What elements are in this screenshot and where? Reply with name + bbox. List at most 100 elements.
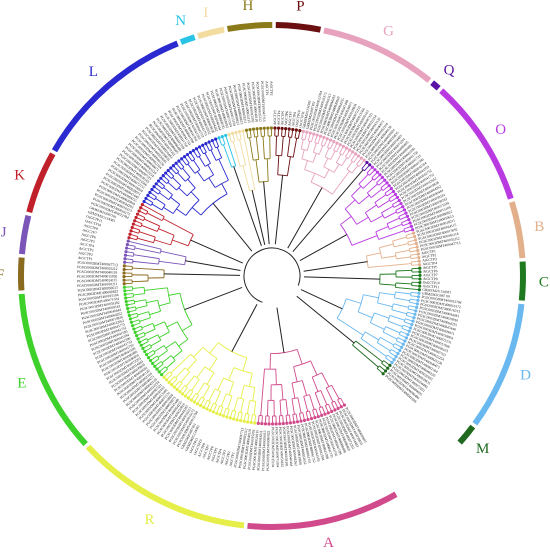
branch	[315, 408, 319, 417]
branch	[159, 192, 170, 201]
branch	[246, 400, 251, 414]
clade-arc-k	[26, 152, 56, 214]
leaf-tip	[201, 143, 205, 147]
leaf-label: AtGCTP5	[210, 447, 218, 462]
branch	[407, 311, 416, 315]
clade-arc-a	[247, 491, 398, 530]
branch	[152, 350, 156, 354]
branch	[404, 229, 413, 233]
branch	[398, 331, 401, 335]
branch	[398, 212, 407, 217]
branch	[150, 339, 162, 347]
leaf-tip	[315, 133, 319, 137]
leaf-tip	[227, 132, 231, 136]
leaf-tip	[256, 421, 260, 425]
branch	[389, 351, 397, 357]
leaf-label: AtGCTP3	[422, 257, 437, 262]
branch	[378, 230, 405, 240]
branch	[177, 172, 186, 182]
backbone-branch	[233, 166, 262, 246]
leaf-label: PGSC0003DMT400047713	[77, 260, 118, 267]
branch	[153, 236, 156, 243]
branch	[124, 258, 134, 261]
leaf-label: PGSC0003DMT400018211	[77, 282, 118, 288]
leaf-tip	[418, 266, 422, 270]
branch	[188, 391, 194, 399]
branch	[210, 149, 217, 161]
branch	[376, 342, 391, 352]
branch	[303, 396, 309, 412]
branch	[158, 260, 185, 266]
branch	[275, 369, 277, 385]
branch	[383, 360, 391, 366]
leaf-tip	[408, 221, 412, 225]
branch	[351, 165, 359, 174]
branch	[379, 283, 396, 286]
branch	[310, 173, 316, 183]
branch	[361, 162, 368, 169]
branch	[249, 137, 254, 161]
branch	[133, 300, 136, 304]
leaf-label: AtGCTP2	[224, 451, 231, 466]
branch	[209, 403, 214, 411]
branch	[281, 128, 283, 137]
branch	[385, 357, 393, 363]
branch	[403, 228, 406, 233]
leaf-label: PGSC0003DMT400035212	[238, 428, 249, 469]
clade-arc-e	[18, 293, 88, 447]
branch	[281, 136, 284, 156]
branch	[384, 211, 397, 219]
branch	[388, 194, 396, 200]
backbone-branch	[212, 202, 253, 252]
branch	[302, 412, 305, 421]
branch	[395, 249, 410, 254]
branch	[358, 194, 370, 205]
branch	[173, 380, 180, 388]
leaf-tip	[278, 422, 282, 426]
branch	[204, 366, 215, 374]
branch	[312, 409, 316, 418]
branch	[308, 410, 312, 419]
branch	[159, 331, 170, 338]
leaf-label: PGSC0003DMT400015092	[246, 82, 255, 123]
leaf-tip	[122, 271, 126, 275]
branch	[325, 387, 334, 403]
branch	[213, 404, 218, 413]
leaf-tip	[417, 255, 421, 260]
branch	[357, 311, 373, 319]
branch	[324, 405, 329, 414]
branch	[125, 251, 134, 254]
leaf-label: AtGCTP1	[229, 452, 236, 467]
branch	[143, 201, 152, 206]
branch	[181, 158, 187, 166]
branch	[162, 218, 194, 235]
leaf-tip	[418, 273, 422, 277]
branch	[351, 185, 362, 197]
branch	[405, 232, 414, 236]
branch	[396, 256, 411, 260]
branch	[392, 204, 395, 208]
branch	[184, 256, 187, 265]
branch	[301, 380, 308, 396]
leaf-tip	[273, 126, 277, 130]
branch	[145, 198, 154, 203]
branch	[220, 393, 227, 407]
branch	[314, 392, 322, 408]
leaf-tip	[139, 343, 143, 347]
branch	[314, 134, 318, 143]
branch	[381, 362, 389, 369]
leaf-label: OsGCTP11	[423, 284, 440, 289]
branch	[182, 167, 191, 178]
branch	[133, 254, 160, 260]
branch	[318, 406, 323, 409]
backbone-branch	[190, 239, 243, 264]
branch	[151, 203, 163, 211]
leaf-tip	[232, 417, 236, 421]
leaf-label: PGSC0003DMT400050613	[77, 286, 118, 293]
branch	[385, 326, 401, 334]
branch	[129, 233, 138, 237]
leaf-label: OsGCTP10	[423, 281, 440, 286]
branch	[336, 317, 364, 336]
branch	[168, 194, 173, 200]
